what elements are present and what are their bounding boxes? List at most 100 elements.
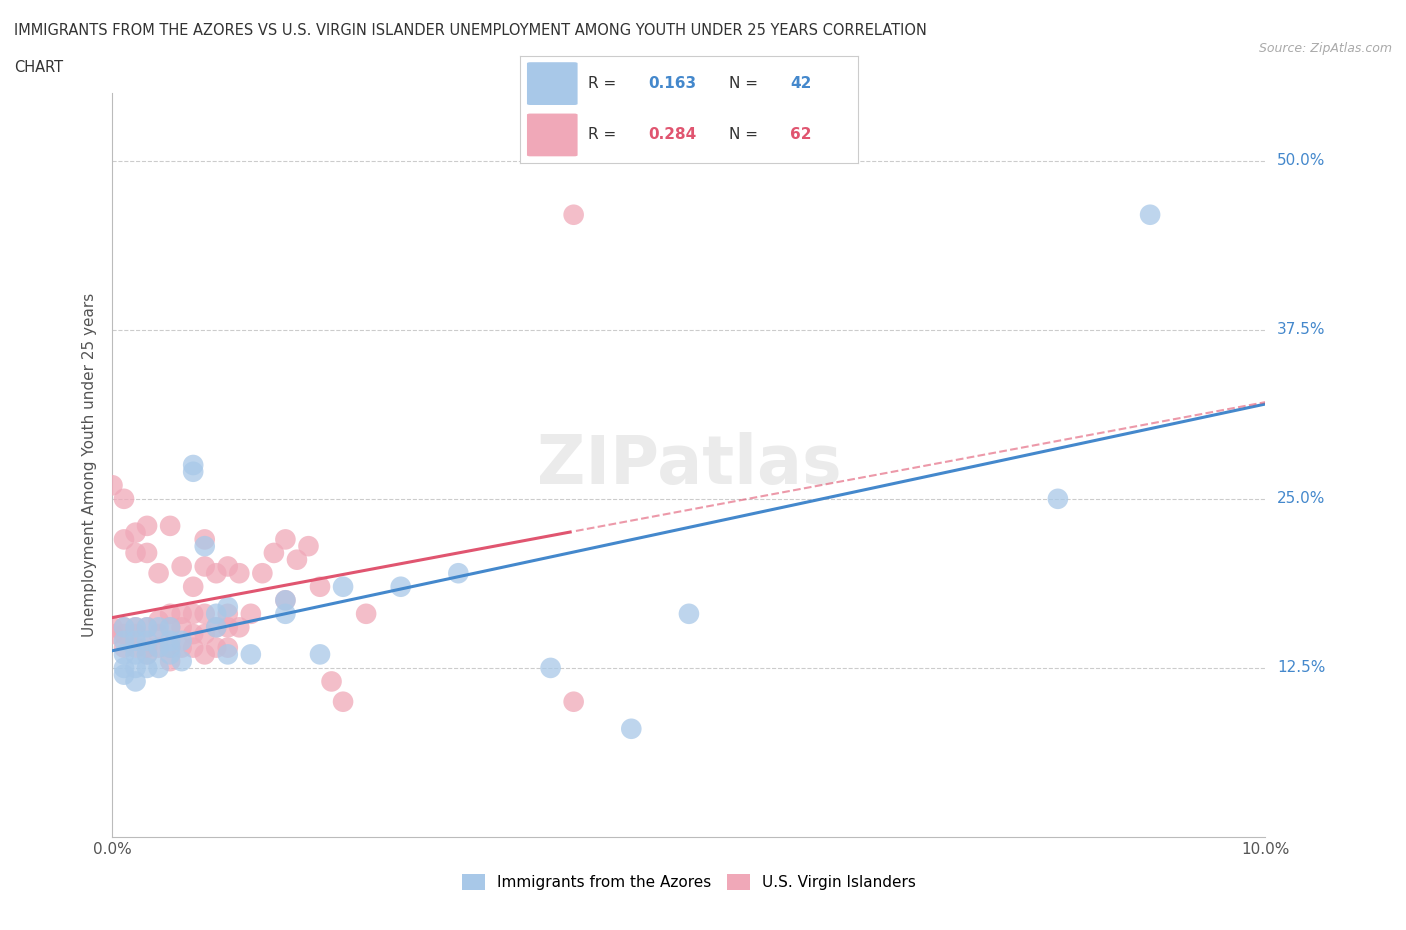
Point bbox=[159, 606, 181, 621]
Point bbox=[136, 660, 159, 675]
Point bbox=[228, 620, 250, 635]
Point bbox=[136, 633, 159, 648]
Point bbox=[205, 640, 228, 655]
Point bbox=[181, 627, 204, 642]
Text: 62: 62 bbox=[790, 127, 811, 142]
Point bbox=[678, 606, 700, 621]
Point bbox=[148, 620, 170, 635]
Point bbox=[447, 565, 470, 580]
Point bbox=[274, 592, 297, 607]
Point bbox=[181, 640, 204, 655]
Point bbox=[148, 660, 170, 675]
Point bbox=[217, 620, 239, 635]
Point bbox=[136, 647, 159, 662]
Point bbox=[194, 606, 217, 621]
Point bbox=[124, 660, 146, 675]
Point bbox=[620, 722, 643, 737]
Text: IMMIGRANTS FROM THE AZORES VS U.S. VIRGIN ISLANDER UNEMPLOYMENT AMONG YOUTH UNDE: IMMIGRANTS FROM THE AZORES VS U.S. VIRGI… bbox=[14, 23, 927, 38]
Point bbox=[170, 633, 193, 648]
Point bbox=[332, 695, 354, 710]
Point bbox=[239, 647, 262, 662]
Text: ZIPatlas: ZIPatlas bbox=[537, 432, 841, 498]
Text: N =: N = bbox=[730, 76, 763, 91]
Point bbox=[181, 606, 204, 621]
Point bbox=[124, 633, 146, 648]
Point bbox=[159, 518, 181, 533]
Point bbox=[181, 579, 204, 594]
Point bbox=[112, 640, 135, 655]
Point bbox=[170, 606, 193, 621]
Point bbox=[217, 600, 239, 615]
Point bbox=[562, 207, 585, 222]
Point bbox=[297, 538, 319, 553]
Point bbox=[205, 620, 228, 635]
Point bbox=[112, 660, 135, 675]
Point bbox=[148, 627, 170, 642]
Point bbox=[562, 695, 585, 710]
Legend: Immigrants from the Azores, U.S. Virgin Islanders: Immigrants from the Azores, U.S. Virgin … bbox=[456, 868, 922, 897]
Point bbox=[101, 620, 124, 635]
Point bbox=[205, 606, 228, 621]
Point bbox=[263, 546, 285, 561]
Point bbox=[170, 654, 193, 669]
Text: R =: R = bbox=[588, 127, 621, 142]
Point bbox=[1046, 491, 1069, 506]
Point bbox=[112, 620, 135, 635]
Point bbox=[124, 525, 146, 540]
Point bbox=[228, 565, 250, 580]
Text: 0.284: 0.284 bbox=[648, 127, 697, 142]
FancyBboxPatch shape bbox=[527, 113, 578, 156]
Point bbox=[252, 565, 274, 580]
Point bbox=[148, 640, 170, 655]
Point bbox=[274, 606, 297, 621]
Text: 0.163: 0.163 bbox=[648, 76, 696, 91]
Point bbox=[136, 647, 159, 662]
Point bbox=[159, 633, 181, 648]
Text: R =: R = bbox=[588, 76, 621, 91]
Point bbox=[136, 546, 159, 561]
Point bbox=[136, 620, 159, 635]
Point bbox=[321, 674, 343, 689]
Point bbox=[124, 620, 146, 635]
Point bbox=[217, 559, 239, 574]
Point bbox=[194, 532, 217, 547]
Point bbox=[101, 478, 124, 493]
Point bbox=[148, 565, 170, 580]
Point bbox=[159, 620, 181, 635]
Point bbox=[354, 606, 377, 621]
Point bbox=[112, 647, 135, 662]
Point bbox=[124, 647, 146, 662]
Point bbox=[194, 627, 217, 642]
Point bbox=[159, 620, 181, 635]
Point bbox=[309, 647, 332, 662]
Point bbox=[217, 640, 239, 655]
Point bbox=[112, 491, 135, 506]
Point bbox=[136, 640, 159, 655]
Point bbox=[124, 640, 146, 655]
Point bbox=[136, 620, 159, 635]
Point bbox=[124, 546, 146, 561]
Point bbox=[148, 613, 170, 628]
Point bbox=[332, 579, 354, 594]
Point bbox=[540, 660, 562, 675]
Text: 12.5%: 12.5% bbox=[1277, 660, 1326, 675]
Point bbox=[112, 633, 135, 648]
Y-axis label: Unemployment Among Youth under 25 years: Unemployment Among Youth under 25 years bbox=[82, 293, 97, 637]
Point bbox=[159, 640, 181, 655]
Point bbox=[274, 592, 297, 607]
Text: CHART: CHART bbox=[14, 60, 63, 75]
FancyBboxPatch shape bbox=[527, 62, 578, 105]
Point bbox=[101, 627, 124, 642]
Point bbox=[1139, 207, 1161, 222]
Point bbox=[217, 606, 239, 621]
Point bbox=[205, 620, 228, 635]
Point bbox=[159, 640, 181, 655]
Point bbox=[159, 647, 181, 662]
Point bbox=[136, 518, 159, 533]
Point bbox=[112, 532, 135, 547]
Point bbox=[124, 627, 146, 642]
Point bbox=[194, 647, 217, 662]
Point bbox=[170, 559, 193, 574]
Point bbox=[159, 654, 181, 669]
Text: 37.5%: 37.5% bbox=[1277, 322, 1326, 338]
